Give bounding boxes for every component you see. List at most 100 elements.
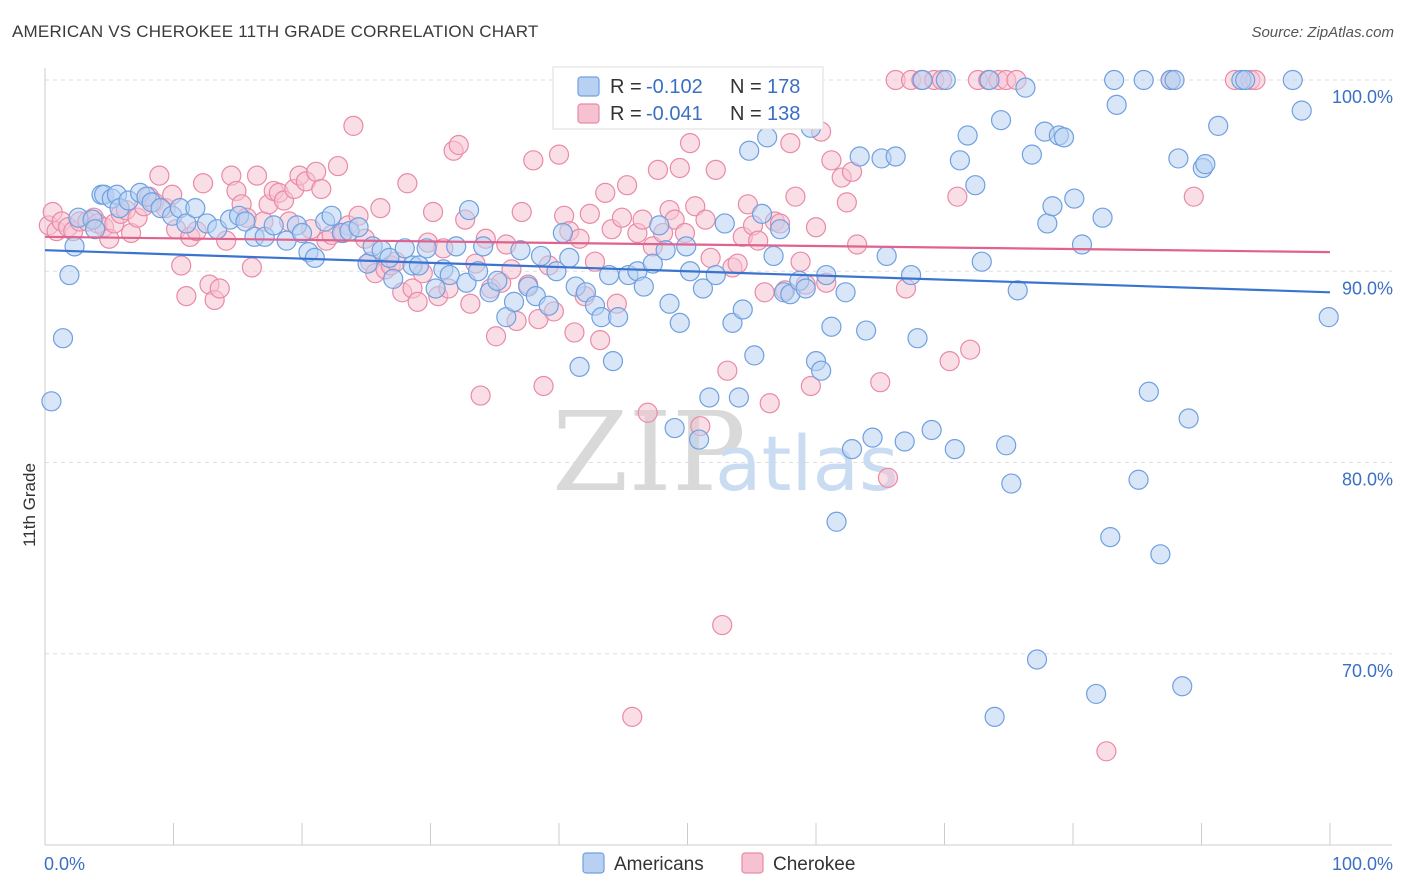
americans-point [1037, 213, 1058, 234]
americans-point [559, 247, 580, 268]
cherokee-point [790, 251, 811, 272]
cherokee-point [209, 278, 230, 299]
americans-point [1106, 94, 1127, 115]
americans-point [291, 222, 313, 244]
cherokee-point [759, 393, 780, 414]
americans-point [990, 110, 1012, 131]
y-tick-label: 80.0% [1342, 470, 1393, 490]
americans-point [979, 69, 1000, 91]
cherokee-point [422, 201, 444, 223]
cherokee-point [647, 159, 669, 180]
cherokee-point [1096, 741, 1117, 762]
cherokee-point [780, 133, 801, 154]
cherokee-point [590, 330, 611, 351]
cherokee-point [306, 161, 327, 182]
americans-point [894, 431, 915, 452]
y-tick-label: 70.0% [1342, 661, 1393, 681]
americans-point [921, 419, 942, 441]
americans-point [763, 245, 784, 267]
americans-point [235, 211, 256, 232]
cherokee-point [343, 115, 364, 137]
cherokee-point [836, 192, 857, 213]
cherokee-point [564, 322, 585, 343]
cherokee-point [622, 706, 643, 727]
cherokee-point [737, 194, 758, 215]
americans-point [503, 291, 525, 312]
trend-lines [44, 235, 1331, 294]
cherokee-point [548, 144, 570, 165]
cherokee-point [149, 165, 170, 186]
americans-point [984, 706, 1005, 727]
americans-point [602, 351, 624, 372]
bottom-legend-cherokee: Cherokee [773, 854, 855, 875]
americans-point [649, 215, 670, 236]
bottom-legend-americans: Americans [614, 854, 704, 875]
cherokee-point [176, 286, 197, 307]
cherokee-point [748, 230, 769, 251]
cherokee-point [171, 255, 192, 276]
americans-point [935, 69, 956, 91]
cherokee-trend-line [44, 235, 1331, 254]
americans-point [811, 360, 832, 381]
americans-point [664, 417, 685, 439]
americans-point [1100, 526, 1121, 548]
cherokee-point [370, 198, 391, 219]
americans-point [538, 295, 559, 316]
data-points [38, 69, 1339, 762]
americans-point [835, 282, 856, 303]
cherokee-point [460, 293, 481, 314]
americans-point [692, 278, 714, 299]
americans-point [510, 240, 531, 261]
americans-point [949, 150, 971, 171]
americans-point [826, 511, 847, 532]
cherokee-point [241, 257, 262, 278]
americans-point [642, 253, 663, 274]
legend-n-value-1: 178 [767, 76, 800, 98]
chart-title: AMERICAN VS CHEROKEE 11TH GRADE CORRELAT… [12, 22, 539, 41]
americans-point [965, 175, 986, 196]
cherokee-point [800, 375, 821, 397]
cherokee-point [579, 203, 600, 224]
americans-point [1138, 381, 1159, 402]
cherokee-point [511, 201, 532, 223]
cherokee-point [407, 291, 428, 312]
legend-swatch-americans [577, 76, 600, 97]
cherokee-point [617, 175, 638, 196]
americans-point [1168, 148, 1189, 169]
americans-point [552, 222, 573, 244]
axes [44, 68, 1392, 846]
americans-point [321, 205, 342, 226]
americans-point [705, 264, 726, 286]
americans-point [1001, 473, 1022, 494]
americans-point [1042, 196, 1063, 217]
americans-point [714, 213, 735, 234]
americans-point [439, 264, 460, 286]
americans-trend-line [44, 249, 1331, 294]
americans-point [659, 293, 680, 314]
cherokee-point [448, 134, 469, 156]
series-legend: Americans Cherokee [582, 852, 855, 875]
cherokee-point [192, 173, 214, 194]
americans-point [1164, 69, 1185, 91]
americans-point [1007, 280, 1028, 301]
americans-point [757, 127, 778, 148]
americans-point [446, 236, 467, 257]
americans-point [64, 236, 85, 257]
americans-point [416, 238, 437, 259]
americans-point [1195, 154, 1216, 175]
americans-point [1133, 69, 1154, 91]
americans-point [383, 268, 404, 289]
cherokee-point [695, 209, 716, 230]
cherokee-point [533, 375, 554, 397]
cherokee-point [584, 251, 606, 272]
cherokee-point [847, 234, 868, 255]
americans-point [744, 345, 765, 366]
cherokee-point [939, 351, 960, 372]
cherokee-point [327, 155, 349, 177]
americans-point [1015, 77, 1036, 98]
cherokee-point [947, 186, 968, 207]
americans-point [1178, 408, 1199, 429]
y-axis-label: 11th Grade [20, 463, 39, 547]
americans-point [487, 270, 508, 291]
legend-swatch-cherokee [577, 103, 600, 124]
